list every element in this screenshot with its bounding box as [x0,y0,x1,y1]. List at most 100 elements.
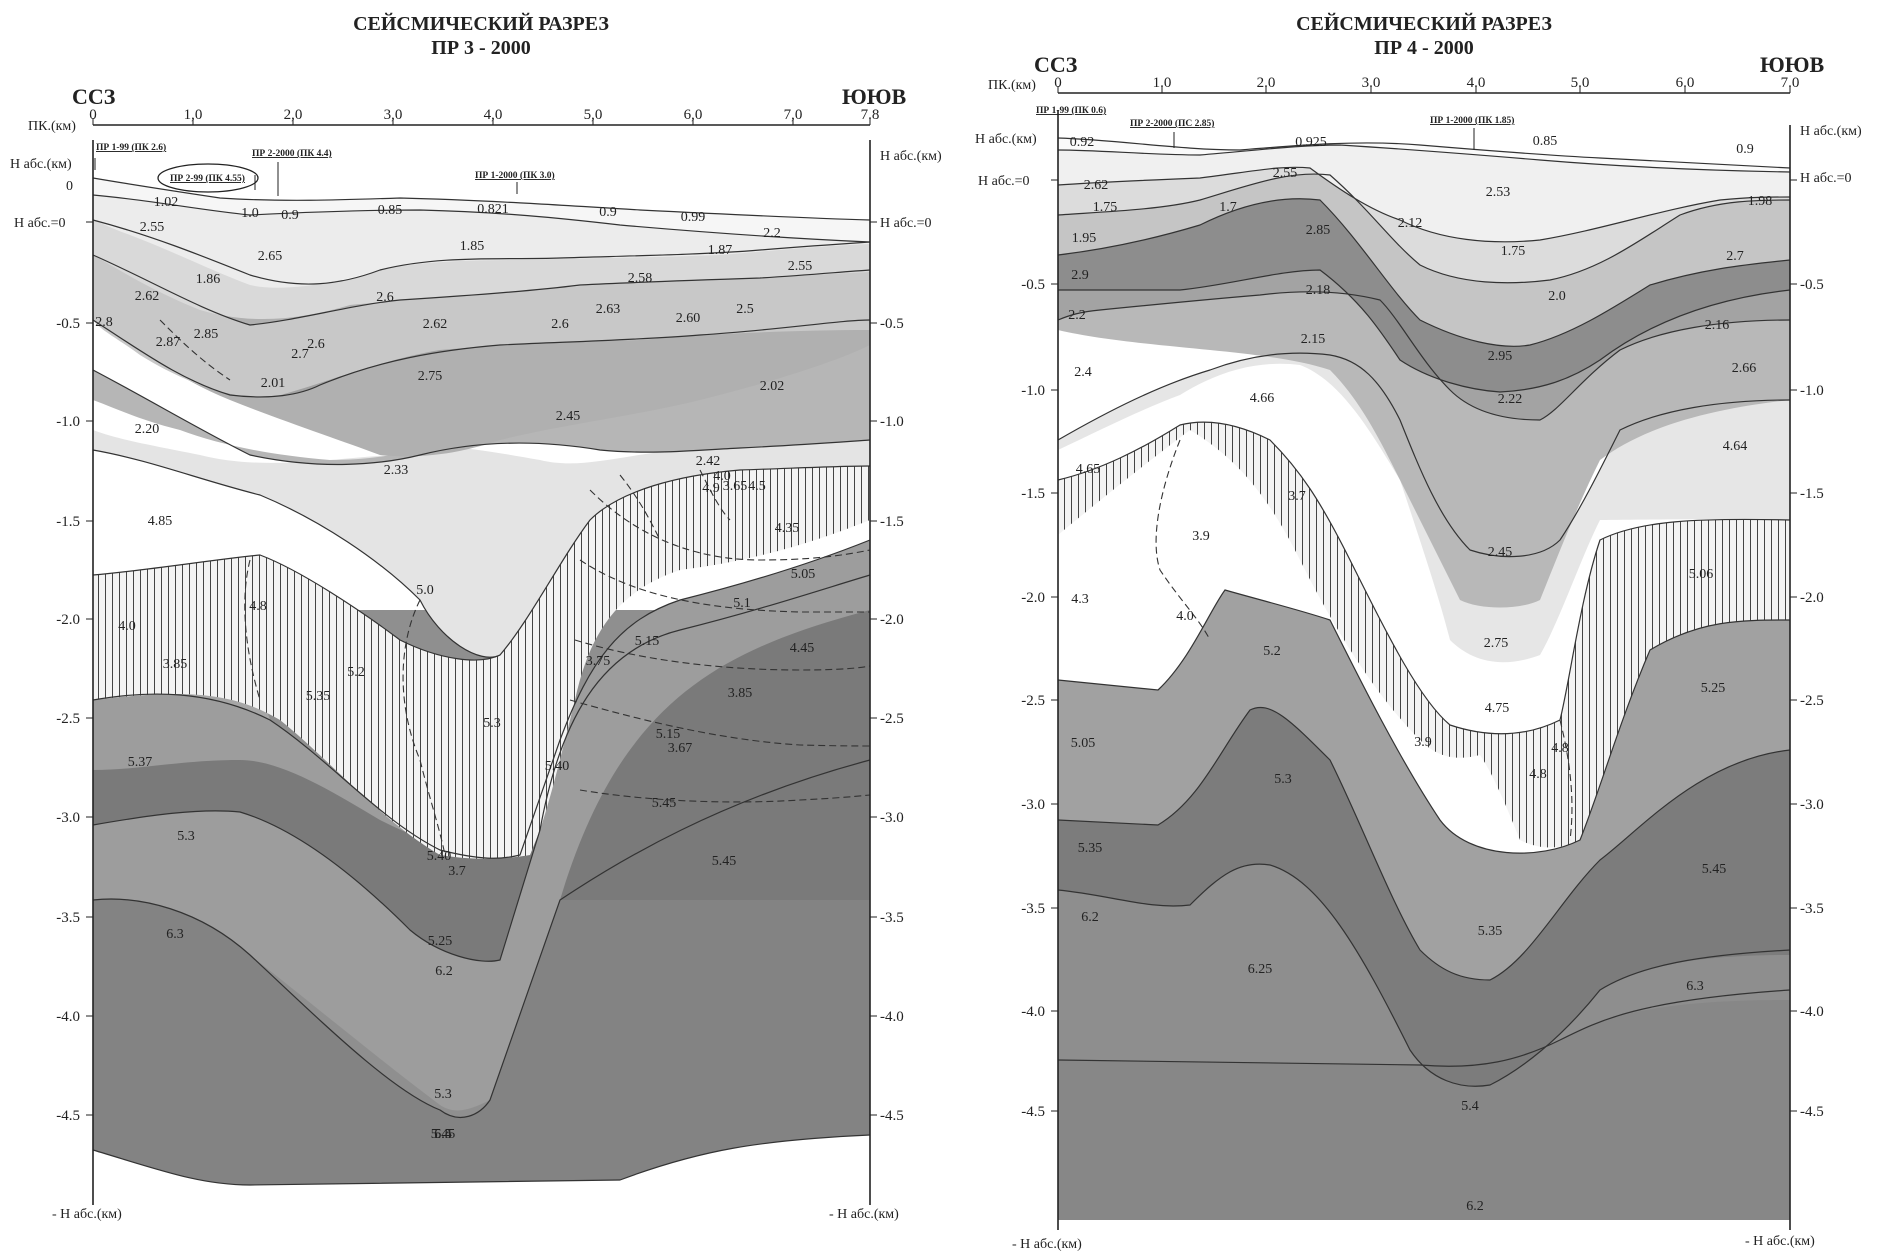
left-depth-tick-right: -3.5 [880,910,904,926]
right-pk-tick-labels: 0 1.0 2.0 3.0 4.0 5.0 6.0 7.0 [1054,75,1799,91]
right-mini-marker: ПР 1-99 (ПК 0.6) [1036,105,1106,116]
left-depth-tick: -4.0 [56,1009,80,1025]
right-velocity-label: 4.8 [1529,767,1547,782]
left-velocity-label: 2.75 [418,369,443,384]
left-boundaries [92,177,871,1186]
left-velocity-label: 6.2 [435,964,453,979]
right-velocity-label: 4.0 [1176,609,1194,624]
right-depth-tick: -2.0 [1021,590,1045,606]
right-layer-6.2 [1058,990,1790,1220]
left-pk-tick: 7,0 [784,107,803,123]
right-bottom-label: - Н абс.(км) [1012,1237,1082,1252]
left-title-line2: ПР 3 - 2000 [431,37,530,59]
right-layer-5.35 [1058,707,1790,1087]
right-velocity-label: 6.25 [1248,962,1273,977]
right-velocity-label: 2.2 [1068,308,1086,323]
left-velocity-label: 3.7 [448,864,466,879]
left-depth-tick: -3.0 [56,810,80,826]
right-velocity-label: 5.35 [1478,924,1503,939]
right-depth-tick: -4.0 [1021,1004,1045,1020]
right-h-abs-km: Н абс.(км) [975,132,1037,147]
left-velocity-label: 3.85 [163,657,188,672]
left-velocity-label: 2.7 [291,347,309,362]
right-boundaries [1057,137,1791,1087]
right-layer-fills [1058,138,1790,1220]
left-bottom-label: - Н абс.(км) [52,1207,122,1222]
left-velocity-label: 3.65 [723,479,748,494]
right-velocity-label: 2.95 [1488,349,1513,364]
left-velocity-label: 1.0 [241,206,259,221]
left-zero: 0 [66,179,73,194]
left-velocity-label: 5.25 [428,934,453,949]
right-velocity-label: 2.53 [1486,185,1511,200]
left-title-line1: СЕЙСМИЧЕСКИЙ РАЗРЕЗ [353,12,609,35]
left-depth-tick: -0.5 [56,316,80,332]
left-velocity-label: 4.0 [713,469,731,484]
left-layer-1.0 [93,178,870,242]
left-velocity-label: 5.5 [434,1127,452,1142]
left-velocity-label: 2.63 [596,302,621,317]
left-layer-5.3 [93,540,870,1111]
left-dir-right: ЮЮВ [842,84,907,109]
right-layer-hatched [1058,422,1790,848]
right-velocity-label: 2.66 [1732,361,1757,376]
right-velocity-label: 0.92 [1070,135,1095,150]
right-depth-tick-right: -2.0 [1800,590,1824,606]
left-isolines [159,319,871,856]
left-layer-2.55 [93,220,870,320]
right-velocity-label: 2.55 [1273,166,1298,181]
right-seismic-section: СЕЙСМИЧЕСКИЙ РАЗРЕЗ ПР 4 - 2000 ССЗ ЮЮВ … [975,12,1862,1252]
right-depth-tick: -1.0 [1021,383,1045,399]
left-h-abs-zero: Н абс.=0 [14,216,66,231]
left-velocity-label: 5.35 [306,689,331,704]
left-mini-marker: ПР 1-99 (ПК 2.6) [96,142,166,153]
right-profile-markers [1057,120,1475,150]
right-title-line1: СЕЙСМИЧЕСКИЙ РАЗРЕЗ [1296,12,1552,35]
left-velocity-label: 5.15 [635,634,660,649]
left-dir-left: ССЗ [72,84,116,109]
right-pk-tick: 7.0 [1781,75,1800,91]
right-mini-marker: ПР 2-2000 (ПС 2.85) [1130,118,1214,129]
right-layer-top [1058,138,1790,172]
right-velocity-label: 4.3 [1071,592,1089,607]
left-layer-4.9 [93,430,870,658]
left-depth-tick-right: -4.5 [880,1108,904,1124]
left-velocity-label: 1.86 [196,272,221,287]
right-velocity-label: 2.4 [1074,365,1092,380]
left-pk-tick: 1,0 [184,107,203,123]
left-depth-tick-right: -2.0 [880,612,904,628]
left-layer-fills [93,178,870,1185]
left-velocity-label: 2.33 [384,463,409,478]
left-pk-tick: 6,0 [684,107,703,123]
left-depth-tick: -1.0 [56,414,80,430]
right-dir-right: ЮЮВ [1760,52,1825,77]
right-layer-2.9 [1058,198,1790,392]
left-pk-tick: 5,0 [584,107,603,123]
right-depth-tick-right: -4.5 [1800,1104,1824,1120]
right-velocity-label: 2.18 [1306,283,1331,298]
right-depth-tick: -0.5 [1021,277,1045,293]
left-velocity-label: 5.40 [427,849,452,864]
left-velocity-label: 2.5 [736,302,754,317]
left-velocity-label: 5.45 [652,796,677,811]
left-depth-tick-right: -0.5 [880,316,904,332]
right-velocity-label: 3.9 [1192,529,1210,544]
right-velocity-label: 1.75 [1501,244,1526,259]
left-pk-tick: 4,0 [484,107,503,123]
left-velocity-label: 4.8 [249,599,267,614]
left-velocity-label: 5.0 [416,583,434,598]
left-marker-ellipse [157,163,259,193]
right-velocity-label: 2.0 [1548,289,1566,304]
right-velocity-label: 5.3 [1274,772,1292,787]
left-velocity-labels: 1.02 1.0 0.9 0.85 0.821 0.9 0.99 2.2 2.55 2.65 1.8… [95,195,815,1142]
left-mini-marker: ПР 2-99 (ПК 4.55) [170,173,245,184]
left-depth-tick-right: -1.0 [880,414,904,430]
left-velocity-label: 6.3 [166,927,184,942]
right-velocity-label: 5.25 [1701,681,1726,696]
left-velocity-label: 4.0 [118,619,136,634]
right-h-abs-km-right: Н абс.(км) [1800,124,1862,139]
right-velocity-label: 1.7 [1219,200,1237,215]
right-velocity-label: 0.85 [1533,134,1558,149]
right-depth-tick-right: -1.5 [1800,486,1824,502]
left-velocity-label: 1.87 [708,243,733,258]
